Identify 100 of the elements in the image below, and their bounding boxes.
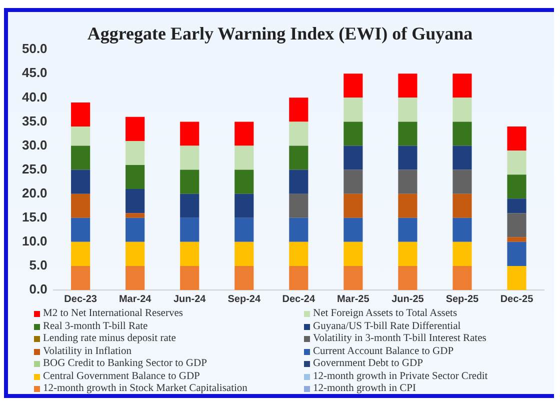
x-tick-label: Dec-24 xyxy=(282,294,316,305)
bar xyxy=(398,194,418,218)
bar xyxy=(180,122,200,146)
bar xyxy=(289,98,308,122)
bar xyxy=(452,242,472,266)
x-tick-label: Dec-23 xyxy=(64,294,98,305)
bar xyxy=(126,266,145,290)
bar xyxy=(180,194,200,218)
bar xyxy=(71,102,90,127)
bar xyxy=(452,266,472,290)
legend-label: 12-month growth in CPI xyxy=(313,383,416,396)
y-tick-label: 10.0 xyxy=(22,234,48,248)
y-tick-label: 0.0 xyxy=(29,282,48,297)
bar xyxy=(507,237,526,242)
y-tick-label: 35.0 xyxy=(22,113,48,128)
bar xyxy=(398,170,418,194)
y-tick-label: 5.0 xyxy=(29,258,48,273)
bar xyxy=(289,194,308,218)
bar xyxy=(452,146,472,170)
bar xyxy=(344,266,363,290)
legend-label: Lending rate minus deposit rate xyxy=(43,333,176,346)
bar xyxy=(398,146,418,170)
bar xyxy=(71,242,90,266)
bar xyxy=(234,266,254,290)
bar xyxy=(398,266,418,290)
bar xyxy=(71,218,90,242)
bar xyxy=(398,74,418,98)
bar xyxy=(71,266,90,290)
bar xyxy=(71,194,90,218)
bar xyxy=(180,266,200,290)
y-tick-label: 50.0 xyxy=(22,41,48,56)
y-tick-label: 20.0 xyxy=(22,185,48,200)
bar xyxy=(398,98,418,122)
bar xyxy=(452,74,472,98)
y-tick-label: 15.0 xyxy=(22,209,48,224)
bar xyxy=(452,194,472,218)
bar xyxy=(180,146,200,170)
bar xyxy=(344,218,363,242)
legend-label: Central Government Balance to GDP xyxy=(43,370,200,383)
y-tick-label: 40.0 xyxy=(22,89,48,104)
legend-label: 12-month growth in Private Sector Credit xyxy=(313,370,488,383)
bar xyxy=(507,126,526,151)
bar xyxy=(452,122,472,146)
bar xyxy=(234,170,254,194)
bar xyxy=(126,164,145,190)
bar xyxy=(452,170,472,194)
legend-label: Volatility in Inflation xyxy=(43,346,132,358)
legend-label: Government Debt to GDP xyxy=(313,358,423,370)
bar xyxy=(344,146,363,170)
x-tick-label: Mar-25 xyxy=(337,294,370,305)
bar xyxy=(452,218,472,242)
chart-title: Aggregate Early Warning Index (EWI) of Guyana xyxy=(87,23,473,44)
bar xyxy=(180,170,200,194)
bar xyxy=(234,218,254,242)
bar xyxy=(289,122,308,146)
bar xyxy=(398,122,418,146)
y-tick-label: 30.0 xyxy=(22,137,48,152)
x-tick-label: Dec-25 xyxy=(500,294,534,305)
x-tick-label: Mar-24 xyxy=(118,294,152,305)
bar xyxy=(180,218,200,242)
bar xyxy=(71,146,90,170)
bar xyxy=(234,146,254,170)
bar xyxy=(507,198,526,214)
x-tick-label: Sep-24 xyxy=(228,294,261,305)
legend-label: Real 3-month T-bill Rate xyxy=(43,320,148,333)
bar xyxy=(289,218,308,242)
x-tick-label: Jun-25 xyxy=(392,294,424,305)
bar xyxy=(126,242,145,266)
bar xyxy=(344,98,363,122)
bar xyxy=(180,242,200,266)
legend-label: Net Foreign Assets to Total Assets xyxy=(313,308,458,320)
bar xyxy=(234,194,254,218)
legend-label: BOG Credit to Banking Sector to GDP xyxy=(43,358,207,370)
bar xyxy=(344,194,363,218)
bar xyxy=(507,266,526,290)
bar xyxy=(126,140,145,165)
bar xyxy=(289,146,308,170)
legend-label: Volatility in 3-month T-bill Interest Rates xyxy=(313,333,486,346)
bar xyxy=(289,170,308,194)
y-tick-label: 25.0 xyxy=(22,161,48,176)
bar xyxy=(507,150,526,175)
bar xyxy=(126,189,145,214)
bar xyxy=(344,170,363,194)
bar xyxy=(507,242,526,266)
bar xyxy=(71,170,90,194)
legend-label: M2 to Net International Reserves xyxy=(43,308,183,320)
bar xyxy=(398,218,418,242)
x-tick-label: Sep-25 xyxy=(446,294,480,305)
bar xyxy=(344,122,363,146)
y-tick-label: 45.0 xyxy=(22,65,48,80)
bar xyxy=(398,242,418,266)
legend-label: 12-month growth in Stock Market Capitalisation xyxy=(43,383,248,396)
bar xyxy=(126,116,145,141)
bar xyxy=(452,98,472,122)
bar xyxy=(507,174,526,199)
legend-label: Guyana/US T-bill Rate Differential xyxy=(313,320,461,333)
bar xyxy=(71,126,90,146)
bar xyxy=(234,122,254,146)
bar xyxy=(126,213,145,218)
bar xyxy=(507,213,526,238)
